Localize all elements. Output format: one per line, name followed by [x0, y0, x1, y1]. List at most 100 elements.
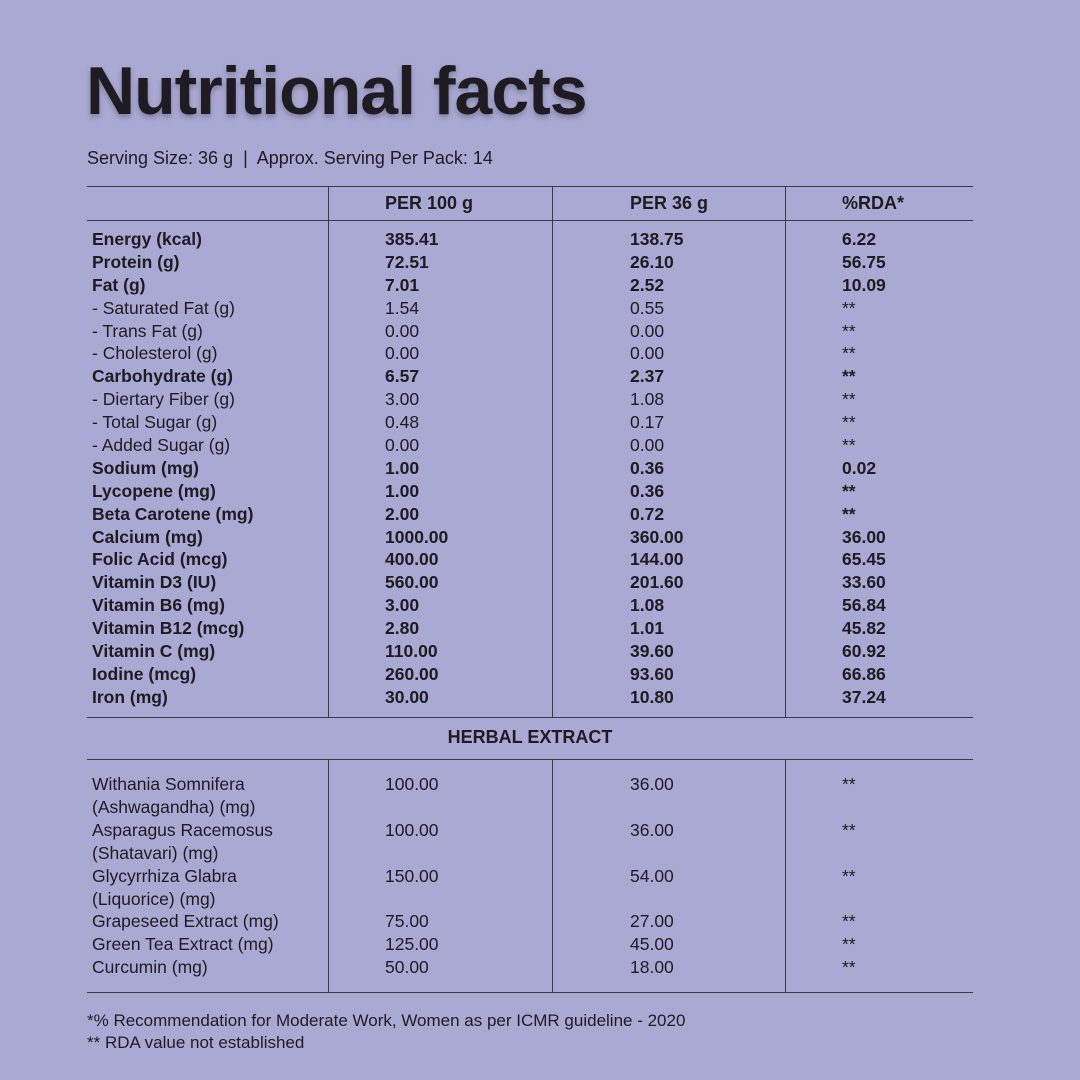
table-row: Withania Somnifera (Ashwagandha) (mg) 100…	[0, 773, 1080, 819]
table-row: Sodium (mg) 1.00 0.36 0.02	[0, 457, 1080, 480]
value-rda: **	[842, 320, 856, 341]
value-per-100g: 100.00	[385, 819, 439, 840]
nutrient-name: Withania Somnifera (Ashwagandha) (mg)	[92, 774, 256, 817]
nutrient-name: Vitamin B12 (mcg)	[92, 618, 245, 639]
nutrient-name: Lycopene (mg)	[92, 480, 216, 501]
value-rda: **	[842, 865, 856, 886]
value-per-100g: 1000.00	[385, 526, 449, 547]
nutrient-name: Vitamin C (mg)	[92, 641, 216, 662]
value-rda: 37.24	[842, 686, 886, 707]
table-row: Green Tea Extract (mg) 125.00 45.00 **	[0, 933, 1080, 956]
value-per-serving: 18.00	[630, 957, 674, 978]
nutrient-name: - Total Sugar (g)	[92, 412, 218, 433]
table-row: Vitamin D3 (IU) 560.00 201.60 33.60	[0, 571, 1080, 594]
value-rda: **	[842, 480, 856, 501]
value-per-serving: 36.00	[630, 774, 674, 794]
value-rda: 36.00	[842, 526, 886, 547]
nutrient-name: - Cholesterol (g)	[92, 343, 218, 364]
value-per-serving: 0.36	[630, 457, 665, 478]
value-per-100g: 125.00	[385, 934, 439, 955]
value-per-serving: 26.10	[630, 251, 674, 272]
nutrient-name: Protein (g)	[92, 251, 180, 272]
value-per-100g: 3.00	[385, 389, 420, 410]
value-rda: **	[842, 366, 856, 387]
divider	[87, 186, 973, 187]
value-per-serving: 45.00	[630, 934, 674, 955]
value-rda: 45.82	[842, 618, 886, 639]
value-per-100g: 1.00	[385, 480, 420, 501]
value-per-100g: 3.00	[385, 595, 420, 616]
table-row: Calcium (mg) 1000.00 360.00 36.00	[0, 526, 1080, 549]
header-per-100g: PER 100 g	[385, 193, 474, 213]
value-per-100g: 1.54	[385, 297, 420, 318]
value-rda: 6.22	[842, 229, 877, 249]
value-rda: 66.86	[842, 663, 886, 684]
table-row: - Cholesterol (g) 0.00 0.00 **	[0, 342, 1080, 365]
table-row: Beta Carotene (mg) 2.00 0.72 **	[0, 503, 1080, 526]
nutrient-name: Calcium (mg)	[92, 526, 203, 547]
value-rda: **	[842, 957, 856, 978]
table-row: - Diertary Fiber (g) 3.00 1.08 **	[0, 388, 1080, 411]
value-per-serving: 138.75	[630, 229, 684, 249]
table-row: Protein (g) 72.51 26.10 56.75	[0, 251, 1080, 274]
value-per-100g: 100.00	[385, 774, 439, 794]
value-per-serving: 1.08	[630, 595, 665, 616]
value-per-100g: 1.00	[385, 457, 420, 478]
column-divider	[328, 759, 329, 992]
table-row: - Saturated Fat (g) 1.54 0.55 **	[0, 297, 1080, 320]
value-per-100g: 2.80	[385, 618, 420, 639]
table-row: Lycopene (mg) 1.00 0.36 **	[0, 480, 1080, 503]
nutrient-name: Beta Carotene (mg)	[92, 503, 254, 524]
value-rda: **	[842, 774, 856, 794]
nutrient-name: Fat (g)	[92, 274, 146, 295]
value-per-serving: 2.37	[630, 366, 665, 387]
value-per-100g: 400.00	[385, 549, 439, 570]
value-rda: **	[842, 343, 856, 364]
column-divider	[328, 186, 329, 717]
value-rda: **	[842, 503, 856, 524]
value-per-serving: 54.00	[630, 865, 674, 886]
divider	[87, 220, 973, 221]
column-divider	[785, 186, 786, 717]
value-per-100g: 30.00	[385, 686, 429, 707]
value-per-serving: 39.60	[630, 641, 674, 662]
value-per-serving: 10.80	[630, 686, 674, 707]
nutrient-name: Asparagus Racemosus (Shatavari) (mg)	[92, 819, 273, 863]
header-rda: %RDA*	[842, 193, 905, 213]
table-row: Curcumin (mg) 50.00 18.00 **	[0, 956, 1080, 979]
table-row: Glycyrrhiza Glabra (Liquorice) (mg) 150.0…	[0, 865, 1080, 911]
nutrient-rows: Energy (kcal) 385.41 138.75 6.22 Protein (g)…	[0, 228, 1080, 709]
value-per-serving: 0.17	[630, 412, 665, 433]
serving-info: Serving Size: 36 g | Approx. Serving Per…	[87, 148, 493, 168]
value-per-serving: 0.00	[630, 343, 665, 364]
nutrient-name: Vitamin D3 (IU)	[92, 572, 217, 593]
nutrient-name: - Trans Fat (g)	[92, 320, 203, 341]
footnote-not-established: ** RDA value not established	[87, 1033, 305, 1052]
divider	[87, 717, 973, 718]
nutrient-name: Grapeseed Extract (mg)	[92, 911, 279, 932]
table-row: Carbohydrate (g) 6.57 2.37 **	[0, 365, 1080, 388]
table-row: Folic Acid (mcg) 400.00 144.00 65.45	[0, 548, 1080, 571]
table-row: - Total Sugar (g) 0.48 0.17 **	[0, 411, 1080, 434]
value-per-serving: 1.01	[630, 618, 665, 639]
nutrient-name: - Saturated Fat (g)	[92, 297, 235, 318]
nutrient-name: Curcumin (mg)	[92, 957, 208, 978]
value-per-100g: 260.00	[385, 663, 439, 684]
value-rda: 65.45	[842, 549, 886, 570]
value-rda: 60.92	[842, 641, 886, 662]
value-per-serving: 360.00	[630, 526, 684, 547]
value-per-serving: 0.72	[630, 503, 665, 524]
nutrient-name: Energy (kcal)	[92, 229, 202, 249]
nutrient-name: Vitamin B6 (mg)	[92, 595, 225, 616]
value-per-100g: 150.00	[385, 865, 439, 886]
value-rda: 56.84	[842, 595, 886, 616]
footnote-rda: *% Recommendation for Moderate Work, Wom…	[87, 1011, 686, 1030]
table-row: Iodine (mcg) 260.00 93.60 66.86	[0, 663, 1080, 686]
value-rda: 33.60	[842, 572, 886, 593]
value-per-serving: 1.08	[630, 389, 665, 410]
value-per-serving: 0.36	[630, 480, 665, 501]
nutrient-name: - Diertary Fiber (g)	[92, 389, 235, 410]
table-row: Asparagus Racemosus (Shatavari) (mg) 100.…	[0, 819, 1080, 865]
nutrient-name: Iodine (mcg)	[92, 663, 197, 684]
herbal-extract-heading: HERBAL EXTRACT	[447, 727, 613, 747]
